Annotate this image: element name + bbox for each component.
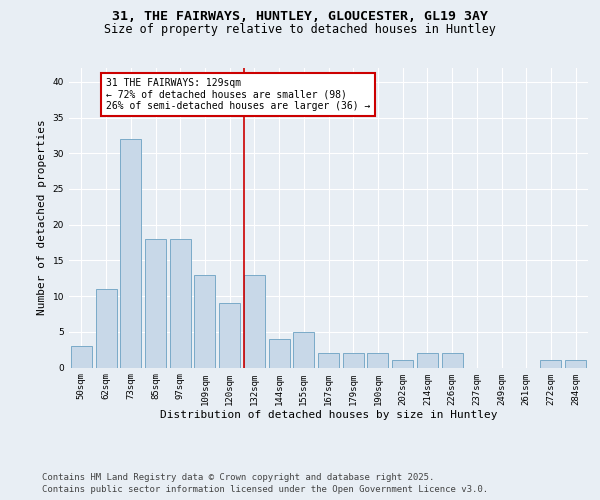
Bar (541, 360, 562, 368)
Bar (392, 360, 413, 368)
Bar (219, 303, 240, 368)
Bar (293, 332, 314, 368)
Bar (417, 353, 438, 368)
X-axis label: Distribution of detached houses by size in Huntley: Distribution of detached houses by size … (160, 410, 497, 420)
Bar (318, 353, 339, 368)
Bar (367, 353, 388, 368)
Bar (71, 346, 92, 368)
Bar (95, 289, 116, 368)
Bar (145, 239, 166, 368)
Bar (442, 353, 463, 368)
Bar (244, 274, 265, 368)
Text: Size of property relative to detached houses in Huntley: Size of property relative to detached ho… (104, 22, 496, 36)
Bar (194, 274, 215, 368)
Text: 31 THE FAIRWAYS: 129sqm
← 72% of detached houses are smaller (98)
26% of semi-de: 31 THE FAIRWAYS: 129sqm ← 72% of detache… (106, 78, 370, 112)
Bar (565, 360, 586, 368)
Bar (170, 239, 191, 368)
Text: 31, THE FAIRWAYS, HUNTLEY, GLOUCESTER, GL19 3AY: 31, THE FAIRWAYS, HUNTLEY, GLOUCESTER, G… (112, 10, 488, 23)
Text: Contains public sector information licensed under the Open Government Licence v3: Contains public sector information licen… (42, 485, 488, 494)
Bar (120, 139, 141, 368)
Bar (269, 339, 290, 368)
Y-axis label: Number of detached properties: Number of detached properties (37, 120, 47, 316)
Text: Contains HM Land Registry data © Crown copyright and database right 2025.: Contains HM Land Registry data © Crown c… (42, 472, 434, 482)
Bar (343, 353, 364, 368)
